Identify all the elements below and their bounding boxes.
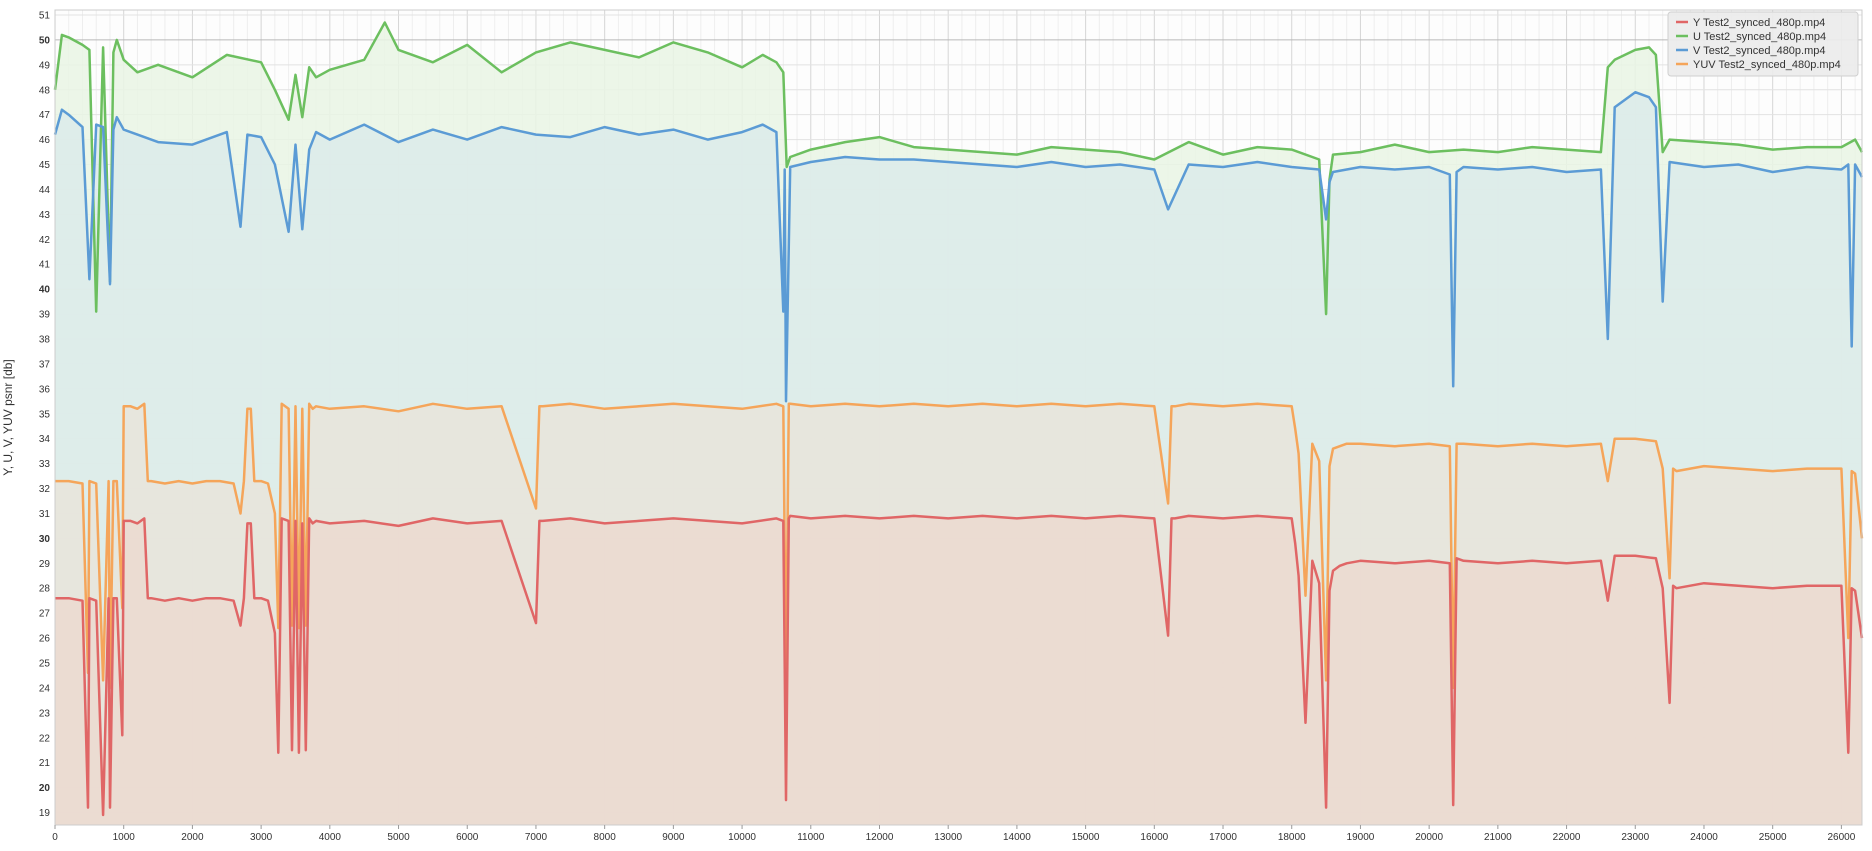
y-tick-label: 42 [39,235,51,246]
legend-entry[interactable]: Y Test2_synced_480p.mp4 [1693,17,1825,29]
y-tick-label: 23 [39,708,51,719]
x-tick-label: 23000 [1621,832,1649,843]
legend: Y Test2_synced_480p.mp4 U Test2_synced_48… [1667,11,1859,77]
series-line-1 [53,21,1864,316]
axis-layer: 0 1000 2000 3000 4000 5000 6000 7000 8000 9000 100… [1,9,1863,843]
x-tick-label: 2000 [181,832,204,843]
y-tick-label: 24 [39,683,51,694]
x-tick-label: 10000 [728,832,756,843]
y-tick-label: 44 [39,185,51,196]
y-tick-label: 50 [39,35,51,46]
x-tick-label: 7000 [525,832,548,843]
series-line-0 [55,514,1864,817]
y-tick-label: 20 [39,783,51,794]
x-tick-label: 5000 [387,832,410,843]
area-fill-layer [55,22,1862,825]
y-tick-label: 46 [39,135,51,146]
x-tick-label: 16000 [1140,832,1168,843]
x-tick-label: 15000 [1072,832,1100,843]
x-tick-label: 24000 [1690,832,1718,843]
y-tick-label: 38 [39,334,51,345]
area-fill-series-0 [55,515,1862,825]
y-tick-label: 40 [39,285,51,296]
legend-entry[interactable]: V Test2_synced_480p.mp4 [1693,45,1826,57]
x-tick-label: 18000 [1278,832,1306,843]
x-tick-label: 8000 [594,832,617,843]
series-line-3 [55,402,1864,690]
y-tick-label: 48 [39,85,51,96]
y-tick-label: 26 [39,634,51,645]
y-tick-label: 37 [39,359,51,370]
y-tick-label: 45 [39,160,51,171]
x-tick-label: 17000 [1209,832,1237,843]
y-tick-label: 31 [39,509,51,520]
x-tick-label: 3000 [250,832,273,843]
x-tick-label: 6000 [456,832,479,843]
x-tick-label: 12000 [866,832,894,843]
series-line-layer [53,21,1864,817]
y-tick-label: 32 [39,484,51,495]
y-tick-label: 21 [39,758,51,769]
x-tick-label: 1000 [113,832,136,843]
legend-box [1667,11,1859,77]
y-tick-label: 51 [39,10,51,21]
y-tick-label: 22 [39,733,51,744]
y-tick-label: 47 [39,110,51,121]
y-tick-label: 28 [39,584,51,595]
x-tick-label: 0 [52,832,58,843]
y-tick-label: 33 [39,459,51,470]
y-tick-label: 41 [39,260,51,271]
y-tick-label: 35 [39,409,51,420]
x-tick-label: 9000 [662,832,685,843]
y-axis-title: Y, U, V, YUV psnr [db] [1,359,15,476]
y-tick-label: 27 [39,609,51,620]
x-tick-label: 25000 [1759,832,1787,843]
x-tick-label: 22000 [1553,832,1581,843]
y-tick-label: 43 [39,210,51,221]
y-tick-label: 19 [39,808,51,819]
y-tick-label: 39 [39,310,51,321]
x-tick-label: 13000 [934,832,962,843]
legend-entry[interactable]: U Test2_synced_480p.mp4 [1693,31,1826,43]
x-tick-label: 20000 [1415,832,1443,843]
y-tick-label: 34 [39,434,51,445]
x-tick-label: 19000 [1347,832,1375,843]
y-tick-label: 25 [39,658,51,669]
x-tick-label: 11000 [797,832,825,843]
y-tick-label: 49 [39,60,51,71]
y-tick-label: 30 [39,534,51,545]
legend-entry[interactable]: YUV Test2_synced_480p.mp4 [1693,59,1841,71]
x-tick-label: 14000 [1003,832,1031,843]
series-line-2 [53,90,1864,403]
x-tick-label: 26000 [1827,832,1855,843]
x-tick-label: 4000 [319,832,342,843]
y-tick-label: 36 [39,384,51,395]
y-tick-label: 29 [39,559,51,570]
x-tick-label: 21000 [1484,832,1512,843]
plot-border [54,9,1863,826]
